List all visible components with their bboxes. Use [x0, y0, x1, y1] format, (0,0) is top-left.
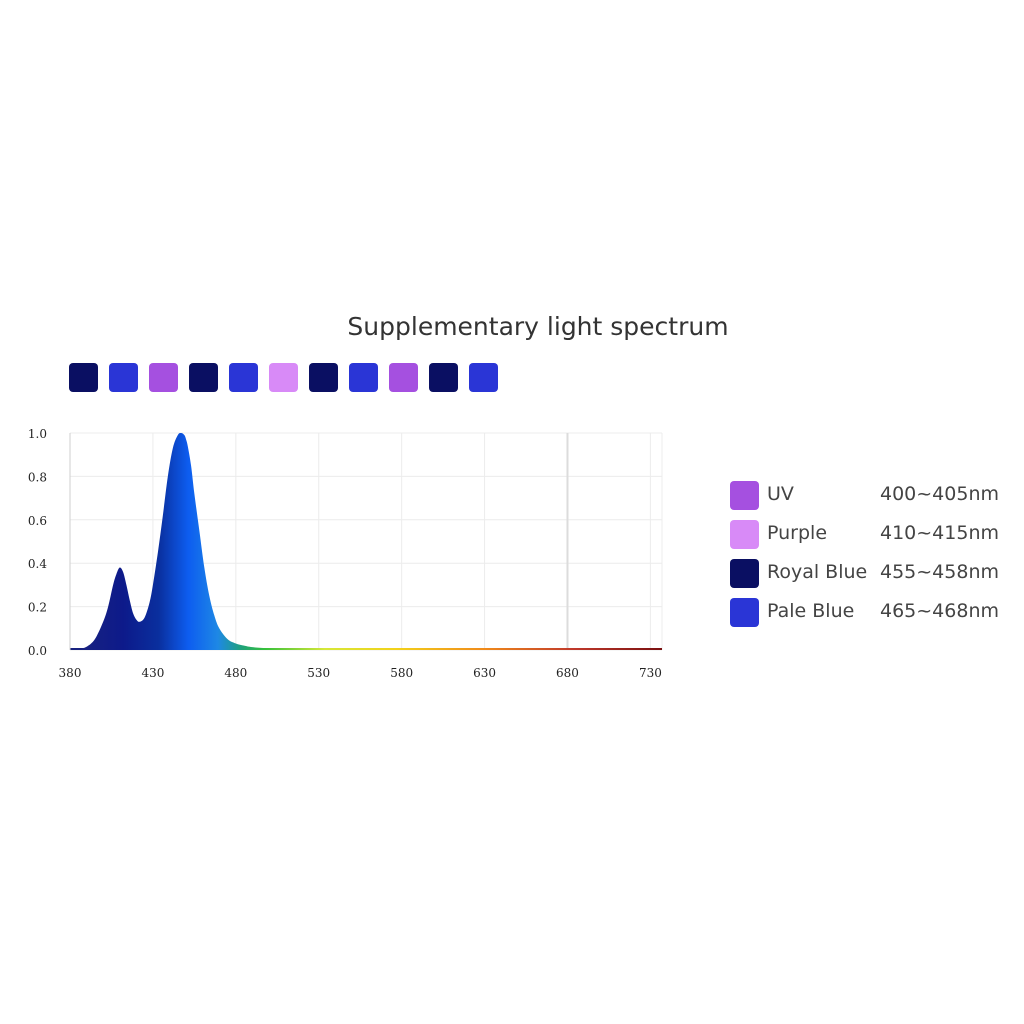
royal-blue-swatch [429, 363, 458, 392]
legend-label: Purple [767, 522, 828, 544]
legend-label: Pale Blue [767, 600, 855, 622]
uv-swatch [389, 363, 418, 392]
pale-blue-swatch [229, 363, 258, 392]
pale-blue-swatch [349, 363, 378, 392]
y-tick-label: 0.0 [28, 644, 47, 658]
x-tick-label: 380 [59, 666, 82, 680]
y-tick-label: 0.2 [28, 601, 47, 615]
legend-range: 400~405nm [880, 483, 1000, 505]
chart-title: Supplementary light spectrum [347, 312, 729, 341]
spectrum-area [70, 432, 662, 650]
legend-swatch [730, 598, 759, 627]
x-tick-label: 680 [556, 666, 579, 680]
legend-item: Pale Blue 465~468nm [730, 597, 1020, 636]
legend-item: Purple 410~415nm [730, 519, 1020, 558]
royal-blue-swatch [69, 363, 98, 392]
legend-range: 455~458nm [880, 561, 1000, 583]
legend-swatch [730, 520, 759, 549]
x-tick-label: 730 [639, 666, 662, 680]
legend-range: 410~415nm [880, 522, 1000, 544]
legend-range: 465~468nm [880, 600, 1000, 622]
pale-blue-swatch [469, 363, 498, 392]
legend-label: Royal Blue [767, 561, 868, 583]
purple-swatch [269, 363, 298, 392]
y-tick-label: 0.8 [28, 470, 47, 484]
legend-label: UV [767, 483, 794, 505]
legend-item: UV 400~405nm [730, 480, 1020, 519]
x-tick-label: 480 [224, 666, 247, 680]
y-tick-label: 0.4 [28, 557, 47, 571]
x-tick-label: 630 [473, 666, 496, 680]
x-tick-label: 580 [390, 666, 413, 680]
legend: UV 400~405nm Purple 410~415nm Royal Blue 455~… [730, 480, 1020, 636]
legend-item: Royal Blue 455~458nm [730, 558, 1020, 597]
royal-blue-swatch [189, 363, 218, 392]
uv-swatch [149, 363, 178, 392]
pale-blue-swatch [109, 363, 138, 392]
y-tick-label: 0.6 [28, 514, 47, 528]
x-tick-label: 530 [307, 666, 330, 680]
legend-swatch [730, 481, 759, 510]
royal-blue-swatch [309, 363, 338, 392]
legend-swatch [730, 559, 759, 588]
x-tick-label: 430 [141, 666, 164, 680]
y-tick-label: 1.0 [28, 427, 47, 441]
